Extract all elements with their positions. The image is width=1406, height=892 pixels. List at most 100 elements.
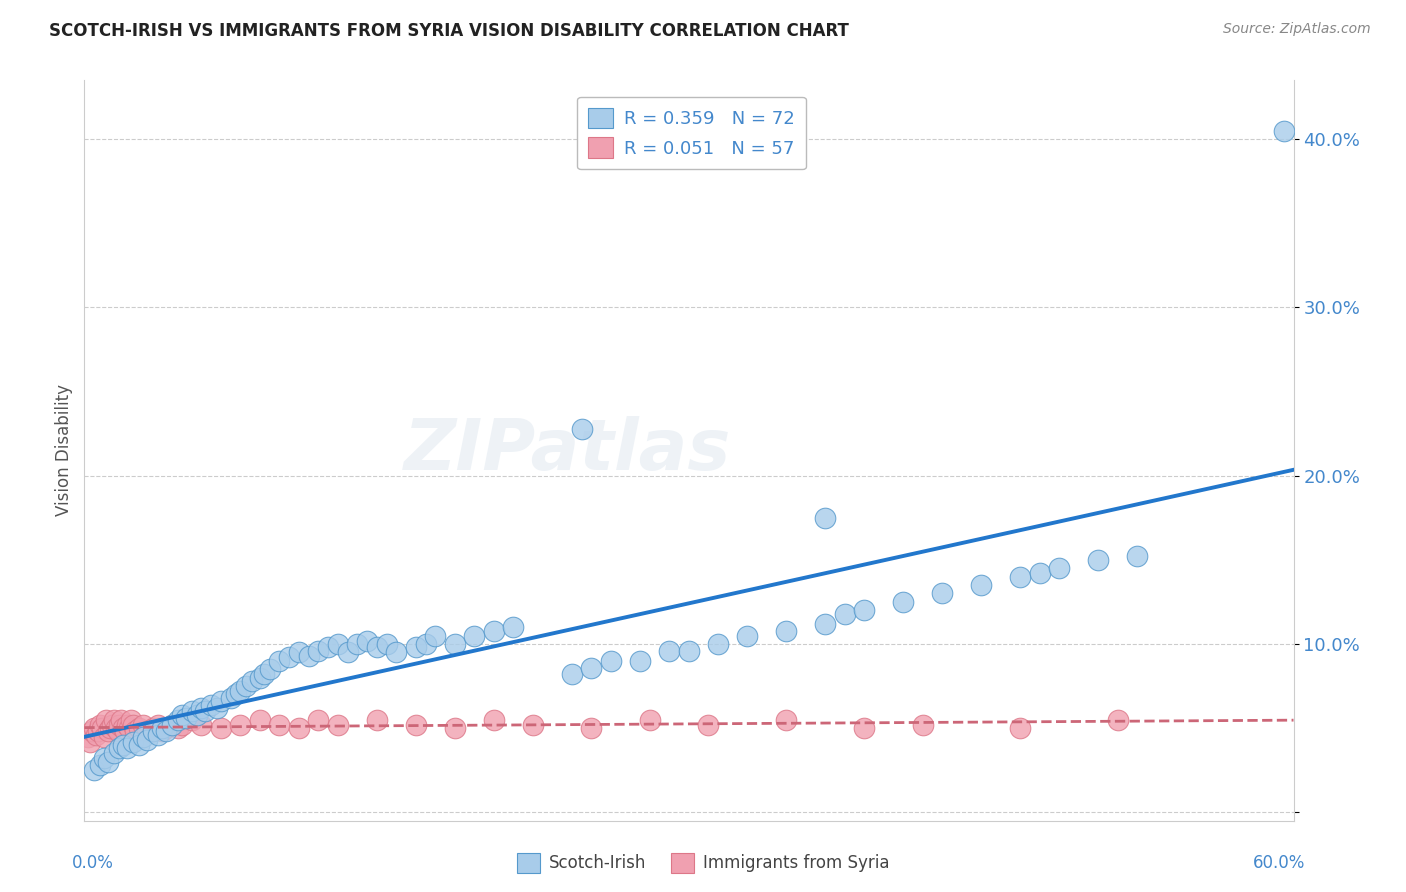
Point: [1010, 721, 1032, 735]
Point: [1029, 566, 1052, 581]
Point: [405, 640, 427, 655]
Point: [87, 724, 110, 739]
Point: [259, 662, 281, 676]
Legend: R = 0.359   N = 72, R = 0.051   N = 57: R = 0.359 N = 72, R = 0.051 N = 57: [576, 96, 806, 169]
Point: [160, 717, 183, 731]
Point: [375, 637, 398, 651]
Point: [112, 721, 135, 735]
Point: [522, 717, 544, 731]
Point: [128, 721, 150, 735]
Point: [697, 717, 720, 731]
Point: [100, 717, 122, 731]
Point: [326, 637, 349, 651]
Point: [249, 713, 271, 727]
Point: [186, 707, 208, 722]
Point: [89, 717, 111, 731]
Point: [190, 717, 212, 731]
Point: [225, 688, 247, 702]
Point: [107, 724, 129, 739]
Point: [90, 721, 112, 735]
Point: [94, 713, 117, 727]
Point: [112, 738, 135, 752]
Point: [167, 713, 190, 727]
Point: [170, 717, 193, 731]
Point: [155, 721, 177, 735]
Point: [1010, 569, 1032, 583]
Point: [167, 721, 190, 735]
Point: [278, 650, 301, 665]
Point: [1107, 713, 1129, 727]
Point: [775, 624, 797, 638]
Point: [155, 724, 177, 739]
Point: [1049, 561, 1071, 575]
Point: [463, 628, 485, 642]
Point: [893, 595, 915, 609]
Point: [269, 654, 291, 668]
Point: [253, 667, 276, 681]
Point: [235, 679, 257, 693]
Legend: Scotch-Irish, Immigrants from Syria: Scotch-Irish, Immigrants from Syria: [510, 847, 896, 880]
Point: [970, 578, 993, 592]
Point: [444, 721, 467, 735]
Point: [775, 713, 797, 727]
Point: [122, 734, 145, 748]
Point: [415, 637, 437, 651]
Point: [142, 721, 165, 735]
Point: [571, 421, 593, 435]
Point: [83, 721, 105, 735]
Point: [229, 717, 252, 731]
Point: [98, 721, 121, 735]
Point: [114, 724, 136, 739]
Point: [118, 721, 141, 735]
Text: ZIPatlas: ZIPatlas: [405, 416, 731, 485]
Point: [190, 701, 212, 715]
Point: [124, 724, 146, 739]
Point: [180, 704, 202, 718]
Point: [911, 717, 934, 731]
Point: [269, 717, 291, 731]
Point: [120, 713, 142, 727]
Point: [307, 643, 329, 657]
Point: [853, 721, 876, 735]
Point: [205, 701, 228, 715]
Point: [326, 717, 349, 731]
Point: [97, 724, 120, 739]
Point: [707, 637, 730, 651]
Point: [150, 724, 173, 739]
Point: [502, 620, 524, 634]
Point: [209, 721, 232, 735]
Point: [628, 654, 651, 668]
Point: [135, 732, 157, 747]
Text: Source: ZipAtlas.com: Source: ZipAtlas.com: [1223, 22, 1371, 37]
Point: [142, 724, 165, 739]
Point: [174, 711, 197, 725]
Point: [249, 671, 271, 685]
Point: [482, 713, 505, 727]
Point: [385, 645, 408, 659]
Point: [104, 721, 127, 735]
Point: [117, 717, 139, 731]
Point: [425, 628, 447, 642]
Point: [194, 704, 217, 718]
Point: [229, 684, 252, 698]
Point: [209, 694, 232, 708]
Point: [117, 741, 139, 756]
Point: [89, 758, 111, 772]
Point: [180, 713, 202, 727]
Point: [737, 628, 759, 642]
Point: [200, 698, 222, 712]
Point: [150, 721, 173, 735]
Point: [366, 713, 388, 727]
Point: [135, 724, 157, 739]
Y-axis label: Vision Disability: Vision Disability: [55, 384, 73, 516]
Point: [93, 730, 115, 744]
Point: [298, 648, 321, 663]
Point: [581, 660, 603, 674]
Point: [658, 643, 681, 657]
Point: [581, 721, 603, 735]
Point: [128, 738, 150, 752]
Point: [444, 637, 467, 651]
Point: [77, 730, 100, 744]
Point: [240, 673, 263, 688]
Point: [148, 717, 170, 731]
